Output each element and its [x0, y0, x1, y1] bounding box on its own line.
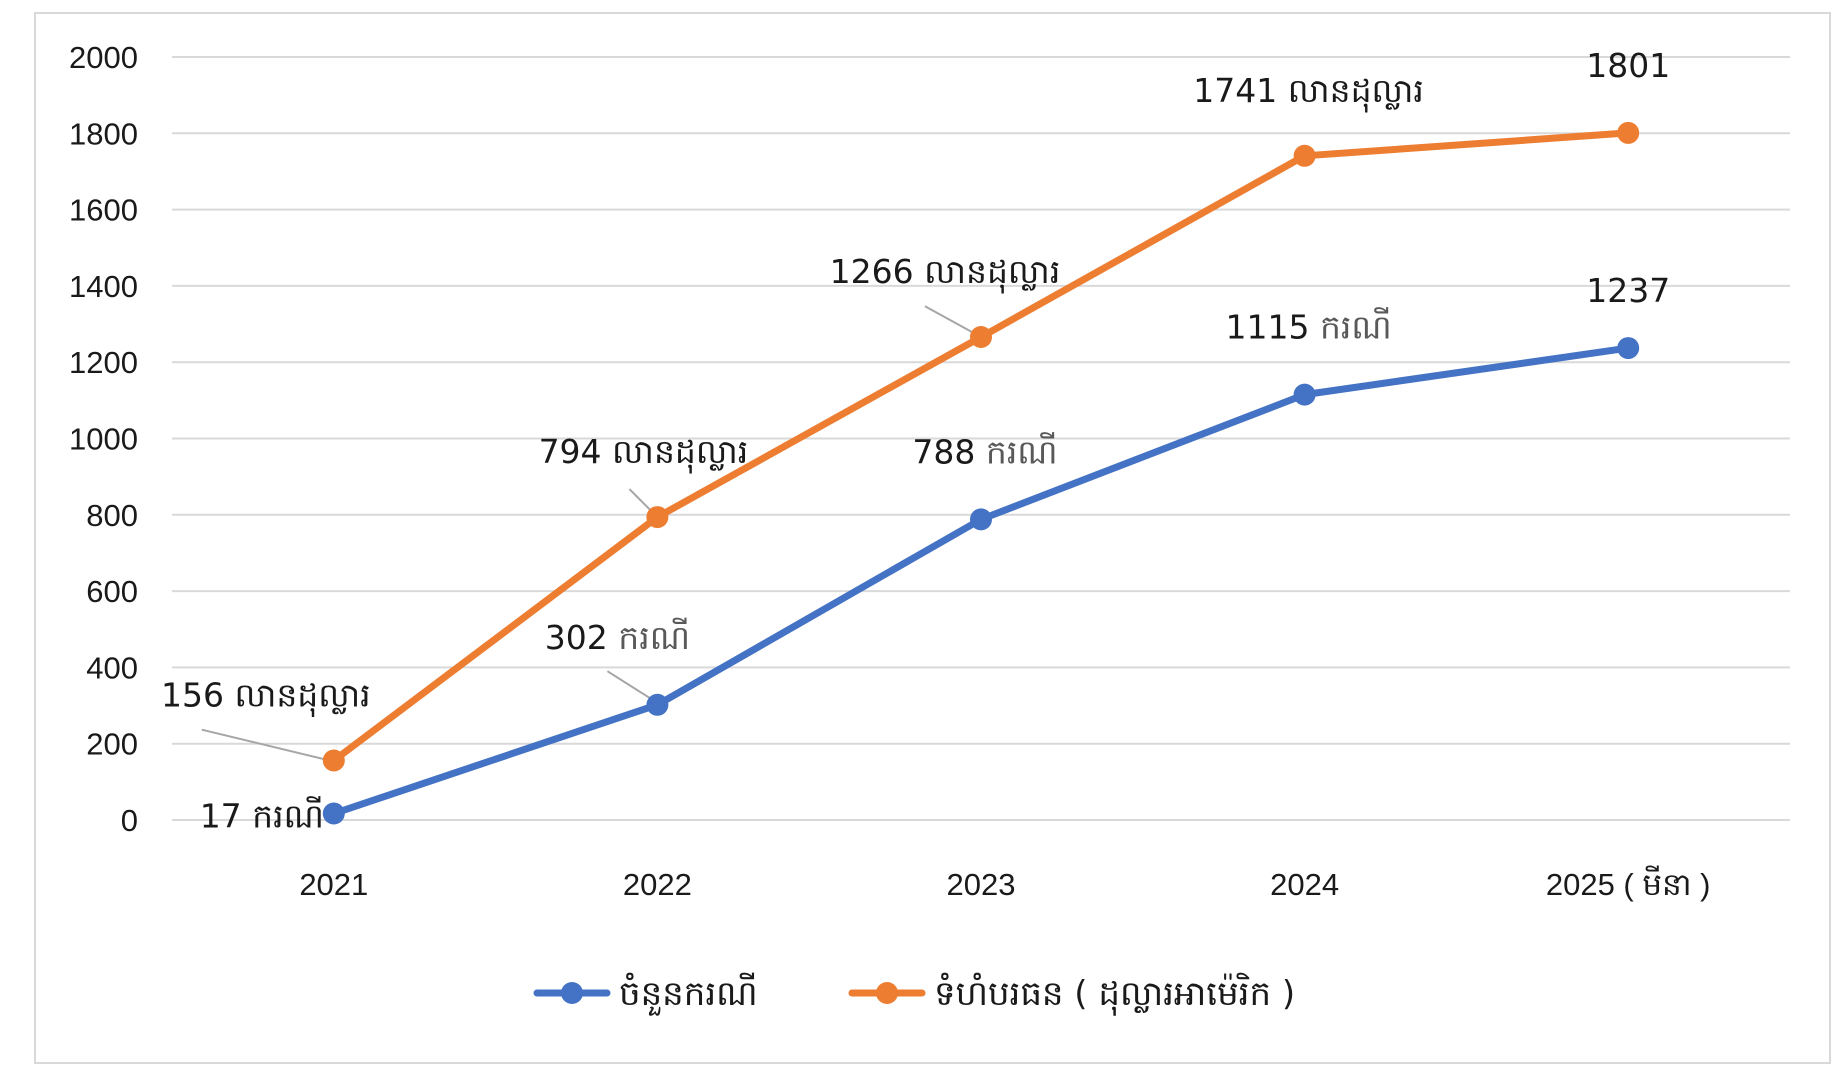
- x-tick-label: 2023: [947, 867, 1016, 902]
- data-label: 1801: [1586, 46, 1670, 85]
- data-label: 1266 លានដុល្លារ: [830, 252, 1061, 294]
- y-tick-label: 1600: [69, 193, 138, 228]
- data-point: [1293, 144, 1316, 167]
- data-label-value: 1237: [1586, 271, 1670, 310]
- data-label: 794 លានដុល្លារ: [539, 432, 749, 474]
- x-tick-label: 2024: [1270, 867, 1339, 902]
- series-points: [322, 121, 1640, 825]
- x-tick-label: 2021: [299, 867, 368, 902]
- data-point: [1617, 337, 1640, 360]
- data-label: 1237: [1586, 271, 1670, 310]
- data-label-value: 17: [200, 797, 242, 836]
- data-point: [322, 749, 345, 772]
- data-label: 1741 លានដុល្លារ: [1193, 71, 1424, 113]
- y-tick-label: 2000: [69, 40, 138, 75]
- data-label: 17 ករណី: [200, 796, 324, 836]
- data-label-value: 1801: [1586, 46, 1670, 85]
- data-label: 788 ករណី: [912, 431, 1057, 471]
- data-label: 156 លានដុល្លារ: [161, 675, 371, 717]
- y-tick-label: 1000: [69, 422, 138, 457]
- data-point: [646, 693, 669, 716]
- data-label-value: 788: [912, 432, 975, 471]
- data-label-value: 156: [161, 675, 224, 714]
- legend-label: ទំហំបរធន ( ដុល្លារអាម៉េរិក ): [934, 972, 1295, 1016]
- x-axis-ticks: 2021 2022 2023 2024 2025 ( មីនា ): [299, 865, 1710, 902]
- data-point: [646, 506, 669, 529]
- data-label: 1115 ករណី: [1226, 307, 1392, 347]
- data-label-unit: ករណី: [975, 431, 1057, 471]
- data-label-value: 1741: [1193, 71, 1277, 110]
- data-label-unit: ករណី: [608, 617, 690, 657]
- legend-marker: [561, 982, 583, 1004]
- y-tick-label: 200: [86, 727, 138, 762]
- data-label-unit: លានដុល្លារ: [914, 252, 1061, 294]
- data-label-unit: លានដុល្លារ: [224, 675, 371, 717]
- data-label-value: 794: [539, 432, 602, 471]
- data-label: 302 ករណី: [545, 617, 690, 657]
- data-point: [1293, 383, 1316, 406]
- data-point: [970, 326, 992, 349]
- chart-frame: [34, 12, 1831, 1064]
- label-leader-line: [606, 670, 658, 704]
- y-tick-label: 1800: [69, 116, 138, 151]
- legend-label: ចំនួនករណី: [619, 972, 758, 1016]
- data-point: [1617, 121, 1640, 144]
- data-label-value: 1115: [1226, 308, 1310, 347]
- x-tick-label: 2022: [623, 867, 692, 902]
- y-tick-label: 1400: [69, 269, 138, 304]
- label-leader-line: [201, 728, 339, 764]
- legend: ចំនួនករណី ទំហំបរធន ( ដុល្លារអាម៉េរិក ): [533, 972, 1295, 1016]
- data-label-unit: ករណី: [1309, 307, 1391, 347]
- legend-marker: [876, 982, 898, 1004]
- y-axis-ticks: 0 200 400 600 800 1000 1200 1400 1600 1800 2000: [69, 40, 138, 838]
- data-label-value: 1266: [830, 252, 914, 291]
- data-point: [970, 508, 992, 531]
- data-label-unit: ករណី: [242, 796, 324, 836]
- series-lines: [330, 129, 1632, 818]
- data-label-value: 302: [545, 618, 608, 657]
- y-tick-label: 800: [86, 498, 138, 533]
- data-point: [322, 802, 345, 825]
- data-label-unit: លានដុល្លារ: [602, 432, 749, 474]
- data-label-unit: លានដុល្លារ: [1277, 71, 1424, 113]
- x-tick-label: 2025 ( មីនា ): [1546, 865, 1711, 902]
- y-tick-label: 0: [121, 803, 138, 838]
- y-tick-label: 600: [86, 574, 138, 609]
- y-tick-label: 1200: [69, 345, 138, 380]
- data-labels: 17 ករណី302 ករណី788 ករណី1115 ករណី1237156 …: [161, 46, 1670, 836]
- y-tick-label: 400: [86, 650, 138, 685]
